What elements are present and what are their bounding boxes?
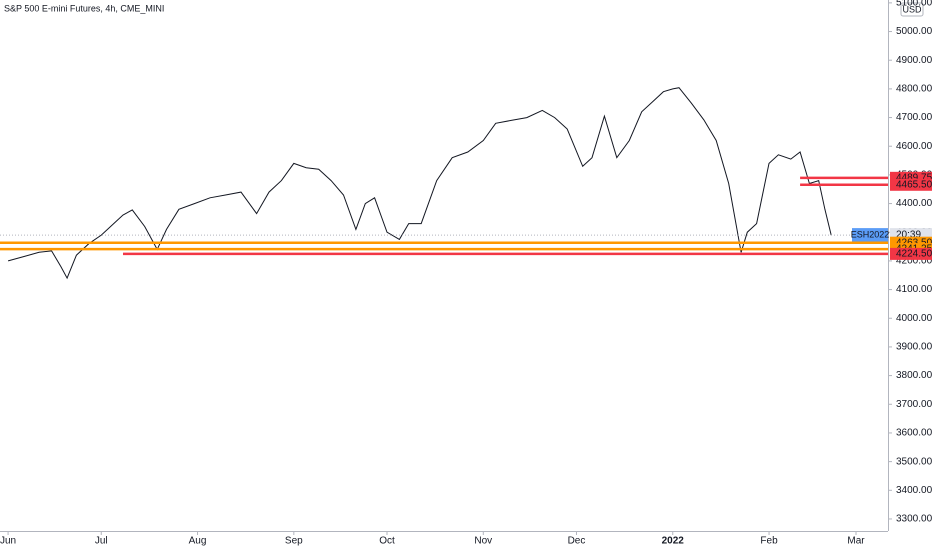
y-tick-label: 4800.00: [896, 84, 932, 95]
y-tick-label: 3600.00: [896, 428, 932, 439]
x-tick-label: Mar: [847, 536, 865, 547]
x-tick-label: Feb: [760, 536, 778, 547]
level-label: 4465.50: [896, 179, 932, 190]
y-tick-label: 3500.00: [896, 456, 932, 467]
y-tick-label: 4000.00: [896, 313, 932, 324]
y-tick-label: 3800.00: [896, 370, 932, 381]
x-tick-label: Nov: [474, 536, 492, 547]
x-tick-label: 2022: [662, 536, 685, 547]
y-tick-label: 4700.00: [896, 112, 932, 123]
y-tick-label: 5100.00: [896, 0, 932, 9]
y-tick-label: 4400.00: [896, 198, 932, 209]
y-tick-label: 3400.00: [896, 485, 932, 496]
y-tick-label: 3300.00: [896, 514, 932, 525]
countdown-label: 20:39: [896, 230, 921, 241]
x-tick-label: Oct: [379, 536, 395, 547]
y-tick-label: 5000.00: [896, 26, 932, 37]
symbol-tag: [852, 228, 888, 243]
y-tick-label: 4200.00: [896, 256, 932, 267]
y-tick-label: 4900.00: [896, 55, 932, 66]
level-label: 4489.75: [896, 172, 932, 183]
x-tick-label: Sep: [285, 536, 303, 547]
currency-badge[interactable]: [900, 2, 924, 17]
level-label: 4263.50: [896, 237, 932, 248]
y-tick-label: 3700.00: [896, 399, 932, 410]
level-label: 4224.50: [896, 249, 932, 260]
y-tick-label: 4100.00: [896, 284, 932, 295]
level-tag: [890, 178, 932, 191]
y-tick-label: 4600.00: [896, 141, 932, 152]
price-line: [7, 87, 832, 280]
x-tick-label: Aug: [189, 536, 207, 547]
symbol-label: ESH2022: [851, 229, 890, 239]
x-tick-label: Jul: [95, 536, 108, 547]
chart-title: S&P 500 E-mini Futures, 4h, CME_MINI: [4, 3, 164, 13]
level-tag: [890, 247, 932, 260]
currency-label: USD: [902, 4, 922, 14]
x-tick-label: Dec: [568, 536, 586, 547]
y-tick-label: 3900.00: [896, 342, 932, 353]
x-tick-label: Jun: [0, 536, 16, 547]
